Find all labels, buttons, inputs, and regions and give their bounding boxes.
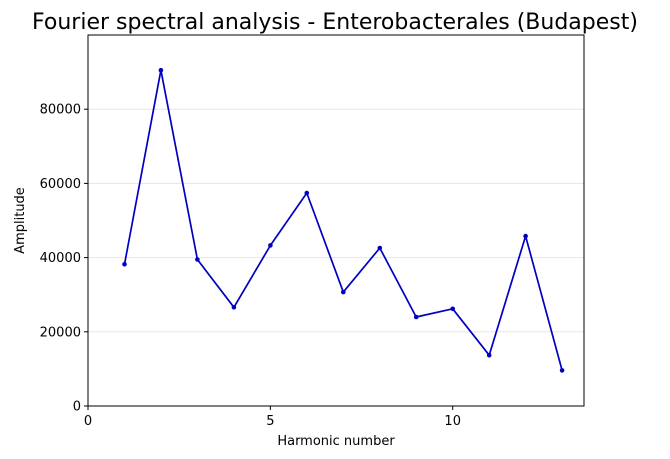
x-tick-label: 5 bbox=[266, 414, 274, 429]
data-point bbox=[231, 305, 237, 310]
data-point bbox=[486, 352, 492, 358]
grid-lines bbox=[88, 108, 584, 333]
y-axis-label: Amplitude bbox=[13, 187, 28, 254]
plot-frame bbox=[87, 34, 585, 407]
data-point bbox=[341, 289, 346, 295]
y-tick-label: 40000 bbox=[40, 251, 81, 266]
data-point bbox=[523, 233, 528, 239]
data-point bbox=[304, 190, 310, 196]
series-line bbox=[123, 69, 563, 371]
data-point bbox=[122, 262, 127, 267]
y-tick-label: 60000 bbox=[40, 177, 81, 192]
data-point bbox=[268, 243, 273, 248]
series-group bbox=[122, 67, 565, 373]
data-point bbox=[559, 368, 565, 373]
x-tick-label: 0 bbox=[84, 414, 92, 429]
y-axis-ticks: 0 20000 40000 60000 80000 bbox=[40, 103, 88, 415]
data-point bbox=[450, 306, 456, 312]
y-tick-label: 0 bbox=[73, 400, 81, 415]
data-point bbox=[195, 257, 200, 262]
data-point bbox=[413, 314, 419, 320]
chart-title: Fourier spectral analysis - Enterobacter… bbox=[32, 10, 638, 35]
y-tick-label: 80000 bbox=[40, 103, 81, 118]
y-tick-label: 20000 bbox=[40, 325, 81, 340]
data-point bbox=[158, 67, 164, 73]
x-axis-ticks: 0 5 10 bbox=[84, 406, 461, 429]
data-point bbox=[377, 245, 383, 251]
x-tick-label: 10 bbox=[444, 414, 461, 429]
x-axis-label: Harmonic number bbox=[277, 434, 395, 449]
